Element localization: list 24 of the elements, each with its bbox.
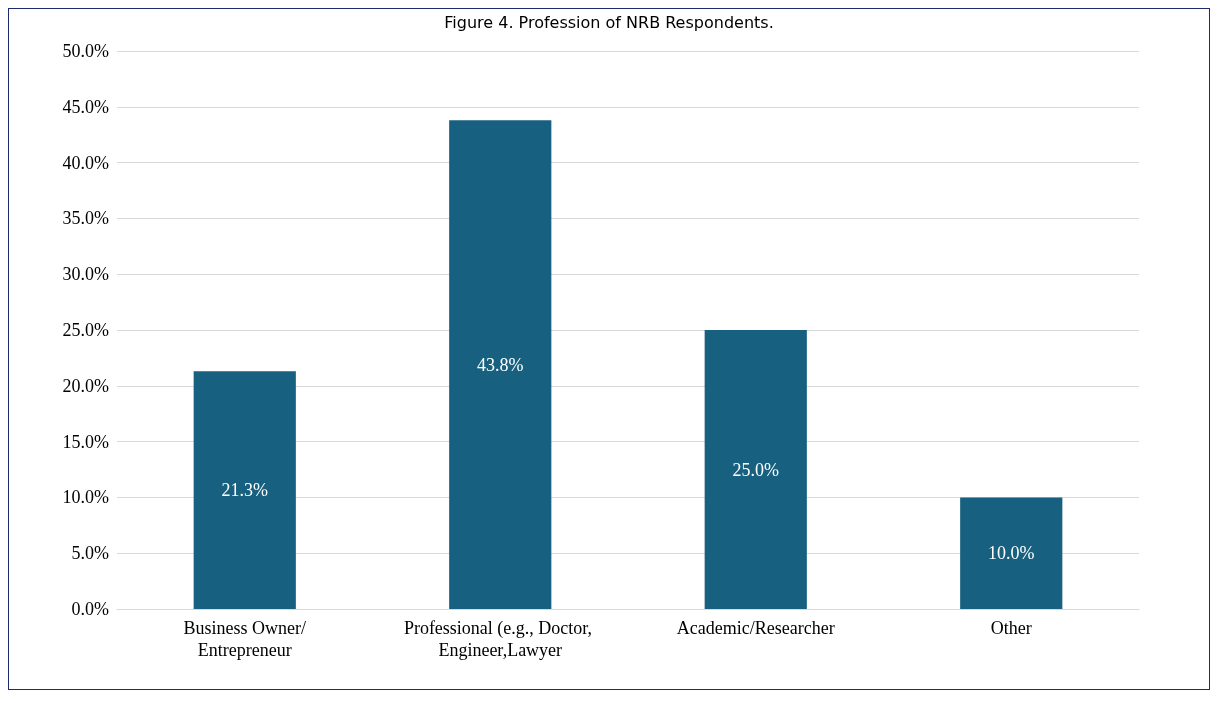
x-tick-label: Business Owner/Entrepreneur [183, 618, 306, 660]
y-tick-label: 25.0% [62, 320, 109, 340]
x-tick-label: Professional (e.g., Doctor, Engineer,Lawyer [403, 618, 597, 660]
y-tick-label: 0.0% [71, 599, 109, 619]
data-label: 43.8% [477, 354, 524, 375]
chart-title: Figure 4. Profession of NRB Respondents. [444, 12, 774, 32]
y-tick-label: 35.0% [62, 208, 109, 229]
y-tick-label: 40.0% [62, 152, 109, 173]
y-tick-label: 5.0% [71, 543, 109, 564]
bar [449, 120, 552, 609]
y-tick-label: 10.0% [62, 487, 109, 508]
y-tick-label: 30.0% [62, 264, 109, 285]
x-tick-label: Other [990, 618, 1032, 638]
x-tick-label: Academic/Researcher [676, 618, 835, 638]
data-label: 25.0% [732, 459, 779, 480]
y-tick-label: 50.0% [62, 41, 109, 61]
bar [960, 497, 1063, 609]
y-tick-label: 15.0% [62, 431, 109, 452]
y-tick-label: 45.0% [62, 96, 109, 117]
bar [193, 371, 296, 609]
data-label: 10.0% [988, 543, 1035, 564]
y-tick-label: 20.0% [62, 375, 109, 396]
data-label: 21.3% [221, 480, 268, 501]
bar [704, 330, 807, 609]
